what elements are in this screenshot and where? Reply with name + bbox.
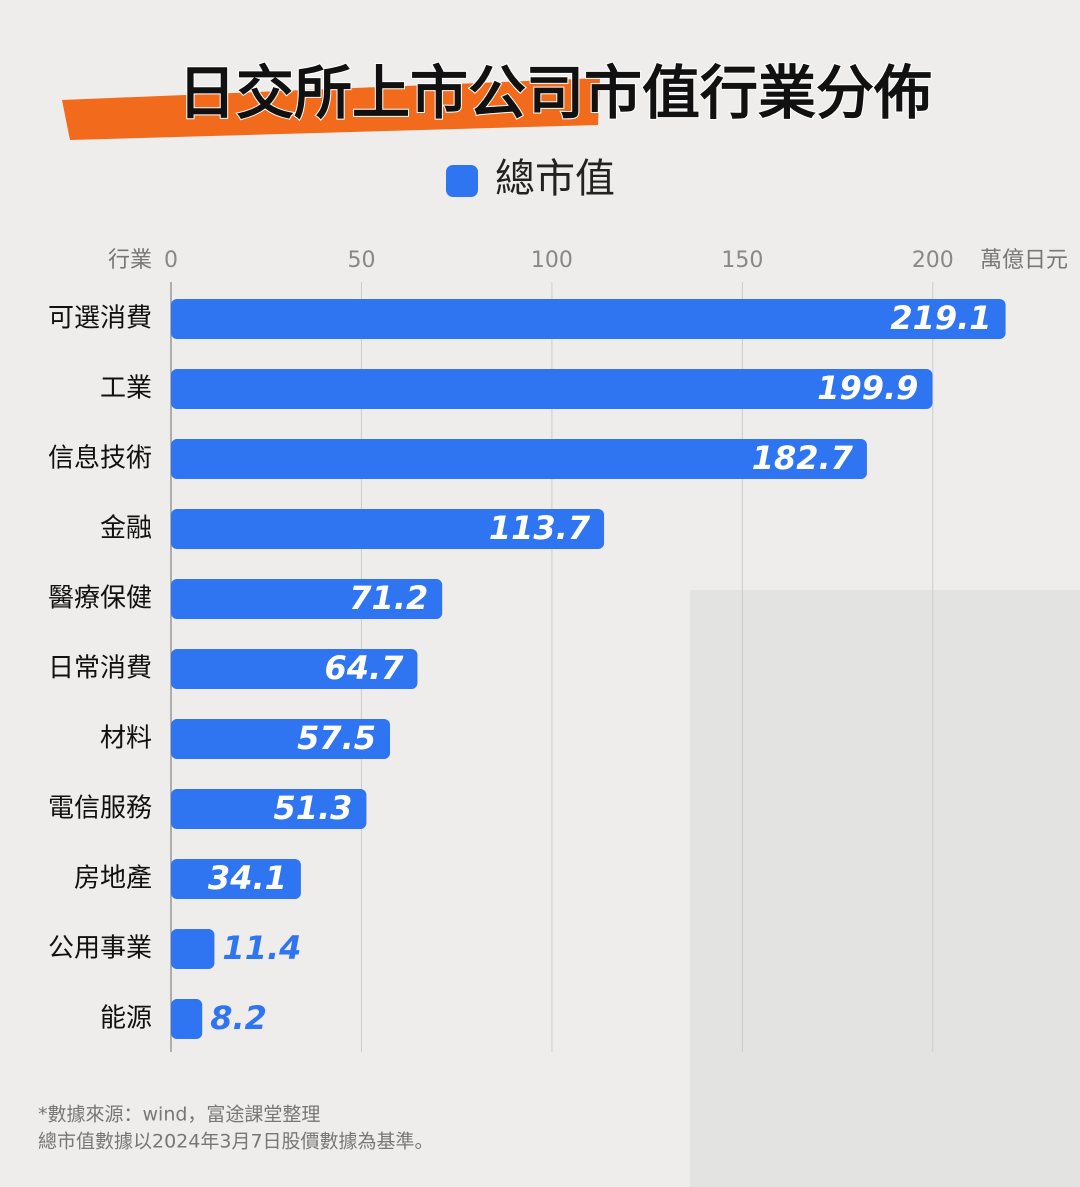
bar bbox=[171, 299, 1006, 339]
bar bbox=[171, 859, 301, 899]
bar bbox=[171, 649, 418, 689]
data-label: 11.4 bbox=[222, 929, 301, 967]
data-label: 71.2 bbox=[349, 579, 428, 617]
legend-label: 總市值 bbox=[495, 156, 615, 202]
footnote: 總市值數據以2024年3月7日股價數據為基準。 bbox=[38, 1131, 434, 1153]
data-label: 64.7 bbox=[324, 649, 404, 687]
title-brush bbox=[62, 78, 600, 140]
x-tick-label: 50 bbox=[347, 248, 375, 273]
y-tick-label: 金融 bbox=[100, 514, 152, 544]
bar bbox=[171, 719, 391, 759]
y-tick-label: 信息技術 bbox=[48, 444, 152, 474]
data-label: 199.9 bbox=[817, 369, 918, 407]
data-label: 113.7 bbox=[489, 509, 591, 547]
y-tick-label: 能源 bbox=[100, 1004, 152, 1034]
bar bbox=[171, 439, 867, 479]
bar bbox=[171, 579, 443, 619]
x-tick-label: 200 bbox=[912, 248, 954, 273]
chart-title: 日交所上市公司市值行業分佈 bbox=[178, 59, 932, 127]
bar bbox=[171, 929, 215, 969]
y-tick-label: 工業 bbox=[100, 374, 152, 404]
y-tick-label: 房地產 bbox=[74, 864, 152, 894]
bar bbox=[171, 789, 367, 829]
data-label: 57.5 bbox=[297, 719, 376, 757]
y-tick-label: 電信服務 bbox=[48, 794, 152, 824]
data-label: 219.1 bbox=[890, 299, 991, 337]
bar bbox=[171, 369, 933, 409]
y-tick-label: 日常消費 bbox=[48, 654, 152, 684]
background-building bbox=[690, 590, 1080, 1187]
y-tick-label: 公用事業 bbox=[48, 934, 152, 964]
data-label: 182.7 bbox=[752, 439, 854, 477]
bar bbox=[171, 509, 605, 549]
y-axis-label: 行業 bbox=[108, 248, 152, 273]
y-tick-label: 可選消費 bbox=[48, 304, 152, 334]
x-tick-label: 150 bbox=[721, 248, 763, 273]
data-label: 34.1 bbox=[208, 859, 287, 897]
x-tick-label: 100 bbox=[531, 248, 573, 273]
bar bbox=[171, 999, 203, 1039]
legend-swatch bbox=[446, 165, 478, 197]
y-tick-label: 材料 bbox=[100, 724, 152, 754]
y-tick-label: 醫療保健 bbox=[48, 584, 152, 614]
x-tick-label: 0 bbox=[164, 248, 178, 273]
footnote: *數據來源：wind，富途課堂整理 bbox=[38, 1104, 320, 1126]
x-axis-label: 萬億日元 bbox=[980, 248, 1068, 273]
data-label: 8.2 bbox=[210, 999, 267, 1037]
data-label: 51.3 bbox=[273, 789, 352, 827]
